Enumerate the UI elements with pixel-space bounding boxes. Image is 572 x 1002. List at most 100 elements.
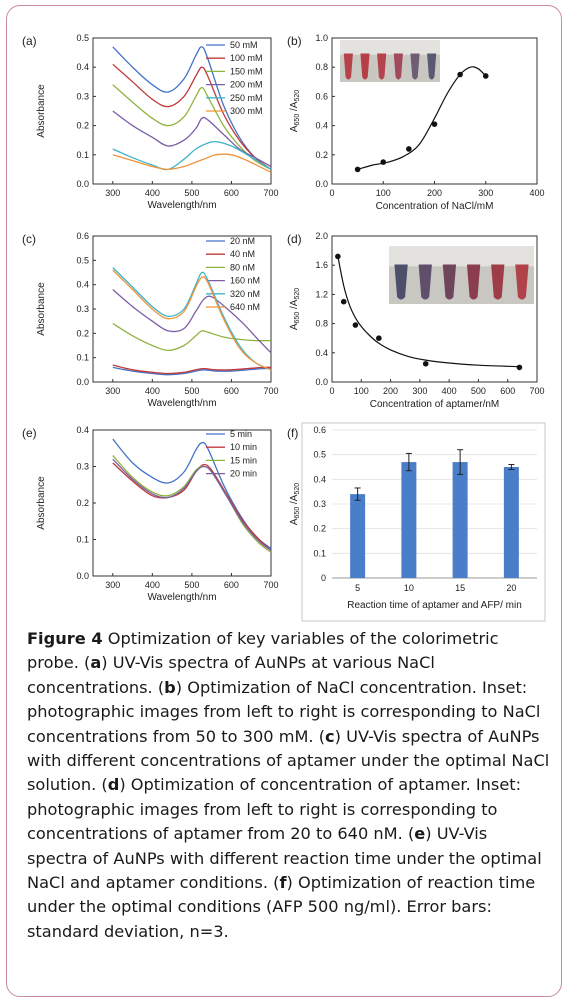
y-tick-label-e-3: 0.3 [76, 462, 89, 472]
y-tick-label-b-0: 0.0 [315, 179, 328, 189]
figure-frame [6, 5, 562, 997]
photo-tube-d-3 [466, 264, 481, 300]
fit-curve-d [337, 256, 520, 368]
y-axis-label-e: Absorbance [36, 476, 47, 530]
caption-f-label: f [279, 873, 287, 893]
y-tick-label-d-4: 1.6 [315, 260, 328, 270]
legend-label-c-1: 40 nM [230, 249, 255, 259]
caption-c-text: ) UV-Vis spectra of AuNPs with different… [27, 726, 550, 795]
panel-label-e: (e) [22, 426, 37, 440]
series-line-c-2 [112, 323, 272, 352]
legend-label-a-2: 150 mM [230, 66, 263, 76]
chart-border-f [301, 422, 546, 622]
panel-label-c: (c) [22, 232, 36, 246]
y-tick-label-f-0: 0 [321, 573, 326, 583]
series-line-a-4 [112, 140, 272, 171]
y-tick-label-e-2: 0.2 [76, 498, 89, 508]
legend-label-a-1: 100 mM [230, 53, 263, 63]
caption-c-label: c [325, 726, 335, 746]
photo-tube-d-5 [515, 264, 529, 300]
bar-f-0 [350, 494, 366, 578]
panel-label-b: (b) [287, 34, 302, 48]
y-tick-label-c-2: 0.2 [76, 328, 89, 338]
y-tick-label-d-2: 0.8 [315, 319, 328, 329]
y-tick-label-b-5: 1.0 [315, 33, 328, 43]
x-tick-label-e-2: 500 [184, 580, 199, 590]
photo-tube-d-0 [394, 264, 408, 300]
plot-area-a [92, 37, 272, 185]
y-tick-label-a-2: 0.2 [76, 121, 89, 131]
x-tick-label-b-2: 200 [427, 188, 442, 198]
photo-tube-b-3 [393, 53, 403, 80]
series-line-c-1 [112, 364, 272, 375]
x-axis-label-b: Concentration of NaCl/mM [376, 201, 494, 212]
data-point-b-5 [482, 73, 489, 79]
y-axis-label-d: A650 /A520 [289, 288, 301, 330]
x-axis-label-f: Reaction time of aptamer and AFP/ min [347, 600, 522, 611]
x-axis-label-c: Wavelength/nm [147, 398, 216, 409]
data-point-b-1 [380, 159, 387, 165]
data-point-b-3 [431, 121, 438, 127]
y-tick-label-d-1: 0.4 [315, 348, 328, 358]
x-tick-label-d-0: 0 [329, 386, 334, 396]
data-point-b-2 [406, 146, 412, 152]
legend-label-a-3: 200 mM [230, 80, 263, 90]
caption-b-text: ) Optimization of NaCl concentration. In… [27, 677, 541, 746]
legend-label-c-0: 20 nM [230, 236, 255, 246]
caption-e-text: ) UV-Vis spectra of AuNPs with different… [27, 824, 542, 893]
x-tick-label-e-4: 700 [263, 580, 278, 590]
legend-label-c-2: 80 nM [230, 262, 255, 272]
x-tick-label-f-0: 5 [355, 583, 360, 593]
figure-label: Figure 4 [27, 629, 103, 648]
x-tick-label-e-0: 300 [105, 580, 120, 590]
x-tick-label-c-1: 400 [145, 386, 160, 396]
y-axis-label-c: Absorbance [36, 282, 47, 336]
caption-d-text: ) Optimization of concentration of aptam… [27, 775, 522, 844]
x-tick-label-d-1: 100 [354, 386, 369, 396]
data-point-b-0 [354, 166, 361, 173]
chart-panel-d: (d) 0 100 200 300 400 500 600 700 0.0 0.4 0.8 1.2 1.6… [287, 231, 545, 410]
photo-tube-caps-d [389, 246, 534, 267]
y-tick-label-f-6: 0.6 [313, 425, 326, 435]
y-tick-label-b-2: 0.4 [315, 121, 328, 131]
x-tick-label-d-4: 400 [442, 386, 457, 396]
caption-f-text: ) Optimization of reaction time under th… [27, 873, 536, 941]
y-axis-label-a: Absorbance [36, 84, 47, 138]
x-tick-label-e-3: 600 [224, 580, 239, 590]
x-tick-label-a-3: 600 [224, 188, 239, 198]
y-tick-label-c-3: 0.3 [76, 304, 89, 314]
fit-curve-b [357, 66, 487, 170]
photo-tube-b-5 [427, 53, 437, 80]
legend-label-a-0: 50 mM [230, 40, 258, 50]
legend-label-e-3: 20 min [230, 469, 257, 479]
plot-area-d [331, 235, 538, 383]
series-line-c-0 [112, 366, 272, 376]
photo-tube-b-0 [343, 53, 353, 80]
x-tick-label-c-2: 500 [184, 386, 199, 396]
y-tick-label-c-6: 0.6 [76, 231, 89, 241]
x-tick-label-d-6: 600 [500, 386, 515, 396]
caption-intro: Optimization of key variables of the col… [27, 629, 499, 673]
x-tick-label-d-2: 200 [383, 386, 398, 396]
x-tick-label-d-3: 300 [412, 386, 427, 396]
bar-f-1 [401, 462, 417, 578]
x-tick-label-a-4: 700 [263, 188, 278, 198]
legend-label-c-4: 320 nM [230, 289, 260, 299]
y-tick-label-a-1: 0.1 [76, 150, 89, 160]
y-tick-label-b-4: 0.8 [315, 62, 328, 72]
y-tick-label-f-5: 0.5 [313, 450, 326, 460]
series-line-a-5 [112, 153, 272, 173]
y-tick-label-a-5: 0.5 [76, 33, 89, 43]
legend-label-c-5: 640 nM [230, 302, 260, 312]
chart-panel-b: (b) 0 100 200 300 400 0.0 0.2 0.4 0.6 0.8 1.0 Concen… [287, 33, 545, 212]
y-tick-label-f-4: 0.4 [313, 474, 326, 484]
y-tick-label-a-3: 0.3 [76, 91, 89, 101]
y-tick-label-a-0: 0.0 [76, 179, 89, 189]
photo-tube-d-1 [418, 264, 432, 300]
series-line-e-0 [112, 438, 272, 550]
y-tick-label-c-5: 0.5 [76, 255, 89, 265]
photo-tube-b-4 [410, 53, 420, 80]
photo-tube-b-1 [360, 53, 370, 80]
data-point-d-5 [516, 364, 523, 371]
data-point-d-4 [422, 360, 429, 367]
